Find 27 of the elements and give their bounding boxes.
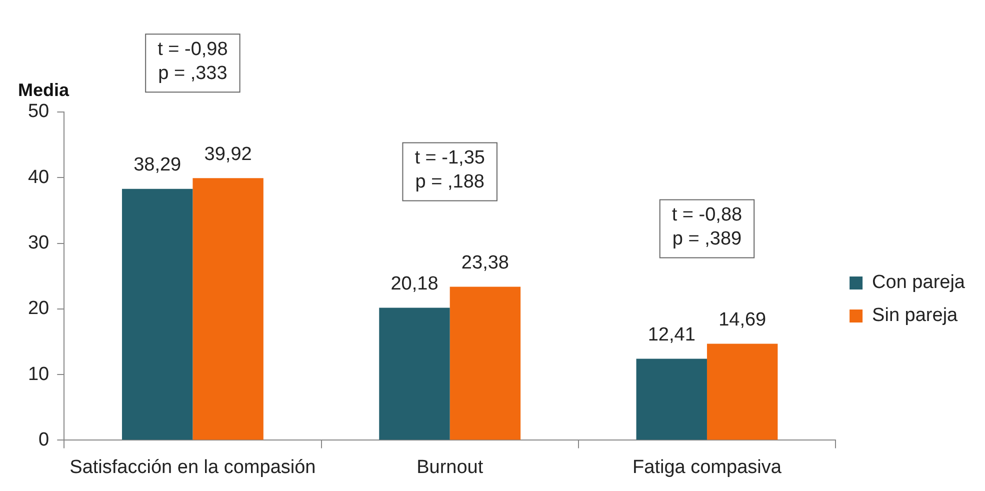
data-label: 12,41 — [648, 324, 696, 346]
bar — [192, 178, 264, 440]
y-tick-label: 20 — [28, 298, 50, 320]
text: t = -0,98 p = ,333 — [158, 38, 228, 84]
data-label: 14,69 — [718, 310, 766, 331]
legend-label: Con pareja — [872, 272, 966, 294]
x-tick-label: Burnout — [416, 456, 484, 478]
data-label: 39,92 — [204, 144, 252, 165]
bar — [706, 344, 778, 440]
y-tick-label: 30 — [28, 232, 50, 254]
bar — [636, 358, 707, 440]
y-tick-label: 40 — [28, 166, 50, 188]
annotation: t = -1,35 p = ,188 — [414, 147, 485, 192]
bar — [379, 308, 450, 440]
data-label: 20,18 — [390, 273, 438, 294]
x-tick-label: Satisfacción en la compasión — [70, 456, 316, 478]
legend-label: Sin pareja — [872, 305, 958, 326]
bar — [450, 286, 521, 440]
annotation: t = -0,88 p = ,389 — [672, 204, 742, 250]
y-tick-label: 50 — [28, 101, 50, 122]
data-label: 38,29 — [134, 154, 182, 176]
y-tick-label: 10 — [28, 364, 50, 385]
y-tick-label: 0 — [38, 429, 50, 450]
y-axis-title: Media — [18, 80, 70, 100]
x-tick-label: Fatiga compasiva — [632, 456, 782, 478]
bar — [122, 188, 193, 440]
data-label: 23,38 — [461, 252, 509, 274]
